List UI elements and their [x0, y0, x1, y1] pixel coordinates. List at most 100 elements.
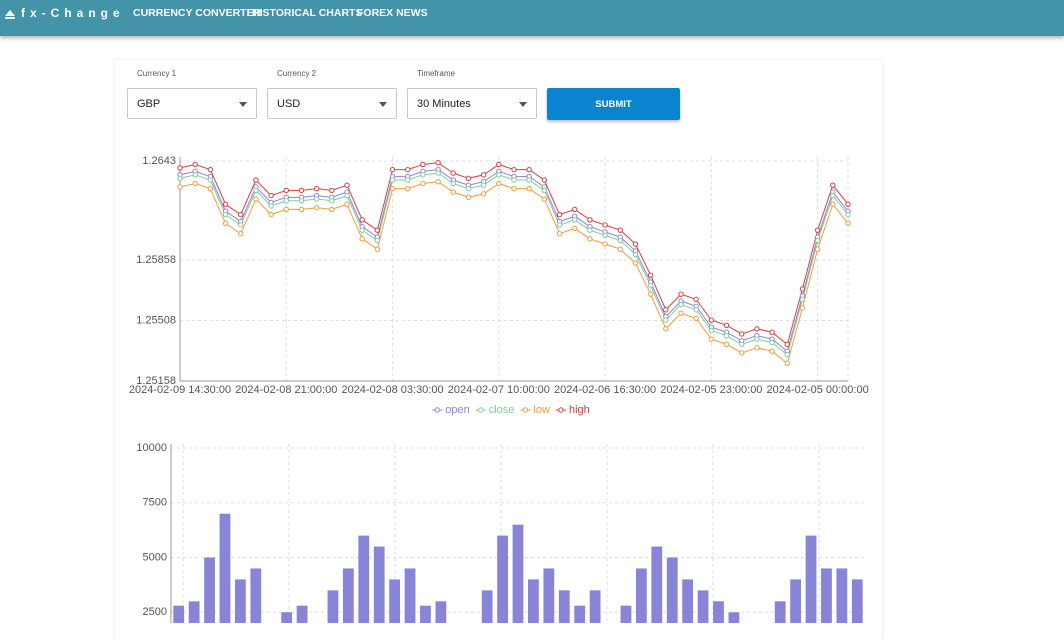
- data-point: [602, 232, 608, 239]
- bar: [358, 535, 370, 623]
- data-point: [663, 326, 669, 332]
- data-point: [283, 198, 289, 204]
- legend-item: high: [555, 404, 590, 416]
- data-point: [480, 172, 487, 178]
- data-point: [420, 172, 426, 178]
- y-tick-label: 5000: [143, 551, 167, 563]
- data-point: [647, 291, 654, 297]
- data-point: [480, 191, 487, 197]
- data-point: [739, 331, 745, 337]
- bar: [296, 605, 308, 623]
- data-point: [405, 166, 411, 173]
- data-point: [511, 166, 517, 173]
- nav-link[interactable]: HISTORICAL CHARTS: [252, 7, 363, 19]
- data-point: [238, 222, 244, 228]
- bar: [481, 590, 493, 623]
- data-point: [496, 172, 502, 178]
- x-tick-label: 2024-02-07 10:00:00: [448, 384, 550, 396]
- data-point: [405, 185, 411, 192]
- bar: [697, 590, 709, 623]
- data-point: [192, 180, 198, 187]
- data-point: [830, 182, 836, 188]
- data-point: [435, 170, 441, 176]
- data-point: [556, 211, 563, 218]
- x-tick-label: 2024-02-05 00:00:00: [767, 384, 869, 396]
- data-point: [283, 187, 289, 194]
- data-point: [207, 177, 214, 183]
- bar: [713, 601, 724, 623]
- bar: [682, 579, 694, 623]
- data-point: [344, 192, 350, 199]
- select[interactable]: GBP: [127, 88, 257, 119]
- data-point: [253, 177, 259, 183]
- y-tick-label: 10000: [136, 442, 167, 454]
- data-point: [238, 211, 244, 218]
- data-point: [389, 185, 396, 192]
- data-point: [450, 189, 456, 195]
- logo[interactable]: fx-Change: [5, 6, 125, 20]
- bar: [851, 579, 863, 623]
- data-point: [693, 315, 699, 322]
- field-label: Timeframe: [417, 69, 455, 78]
- data-point: [663, 307, 669, 313]
- logo-text: fx-Change: [21, 6, 125, 20]
- legend-swatch: [522, 407, 529, 413]
- data-point: [647, 282, 654, 289]
- bar: [620, 605, 632, 623]
- data-point: [359, 227, 365, 233]
- data-point: [617, 246, 623, 252]
- data-point: [268, 203, 274, 209]
- data-point: [465, 194, 472, 201]
- data-point: [541, 187, 548, 194]
- legend-label: high: [569, 404, 590, 416]
- data-point: [405, 177, 411, 183]
- bar: [250, 568, 262, 623]
- series-line: [179, 169, 849, 353]
- bar: [790, 579, 801, 623]
- data-point: [617, 237, 623, 244]
- bar: [635, 568, 647, 623]
- y-tick-label: 7500: [143, 497, 167, 509]
- data-point: [222, 220, 229, 226]
- legend-label: close: [489, 404, 515, 416]
- x-tick-label: 2024-02-08 03:30:00: [341, 384, 443, 396]
- nav-link[interactable]: FOREX NEWS: [357, 7, 428, 19]
- select-value: GBP: [137, 98, 161, 110]
- data-point: [587, 217, 593, 223]
- data-point: [313, 204, 320, 211]
- nav-link[interactable]: CURRENCY CONVERTER: [133, 7, 262, 19]
- bar: [219, 513, 231, 623]
- data-point: [344, 182, 350, 188]
- data-point: [450, 180, 456, 187]
- select[interactable]: USD: [267, 88, 397, 119]
- data-point: [298, 187, 305, 194]
- data-point: [678, 310, 684, 316]
- data-point: [496, 161, 502, 168]
- submit-button[interactable]: SUBMIT: [547, 88, 680, 120]
- data-point: [830, 201, 836, 207]
- legend-label: open: [445, 404, 469, 416]
- data-point: [814, 246, 821, 252]
- data-point: [298, 198, 305, 204]
- legend-swatch: [434, 407, 440, 413]
- data-point: [389, 177, 396, 183]
- data-point: [253, 196, 259, 202]
- data-point: [708, 317, 715, 323]
- y-tick-label: 1.25158: [136, 375, 176, 387]
- data-point: [784, 341, 790, 348]
- data-point: [693, 307, 699, 313]
- bar: [821, 568, 832, 623]
- bar: [666, 557, 678, 623]
- bar: [435, 601, 447, 623]
- data-point: [313, 196, 320, 202]
- x-tick-label: 2024-02-06 16:30:00: [554, 384, 656, 396]
- select[interactable]: 30 Minutes: [407, 88, 537, 119]
- data-point: [602, 241, 608, 247]
- data-point: [298, 206, 305, 213]
- data-point: [784, 360, 790, 367]
- data-point: [177, 175, 183, 181]
- select-value: 30 Minutes: [417, 98, 471, 110]
- data-point: [572, 206, 578, 213]
- data-point: [374, 246, 381, 252]
- data-point: [632, 241, 639, 247]
